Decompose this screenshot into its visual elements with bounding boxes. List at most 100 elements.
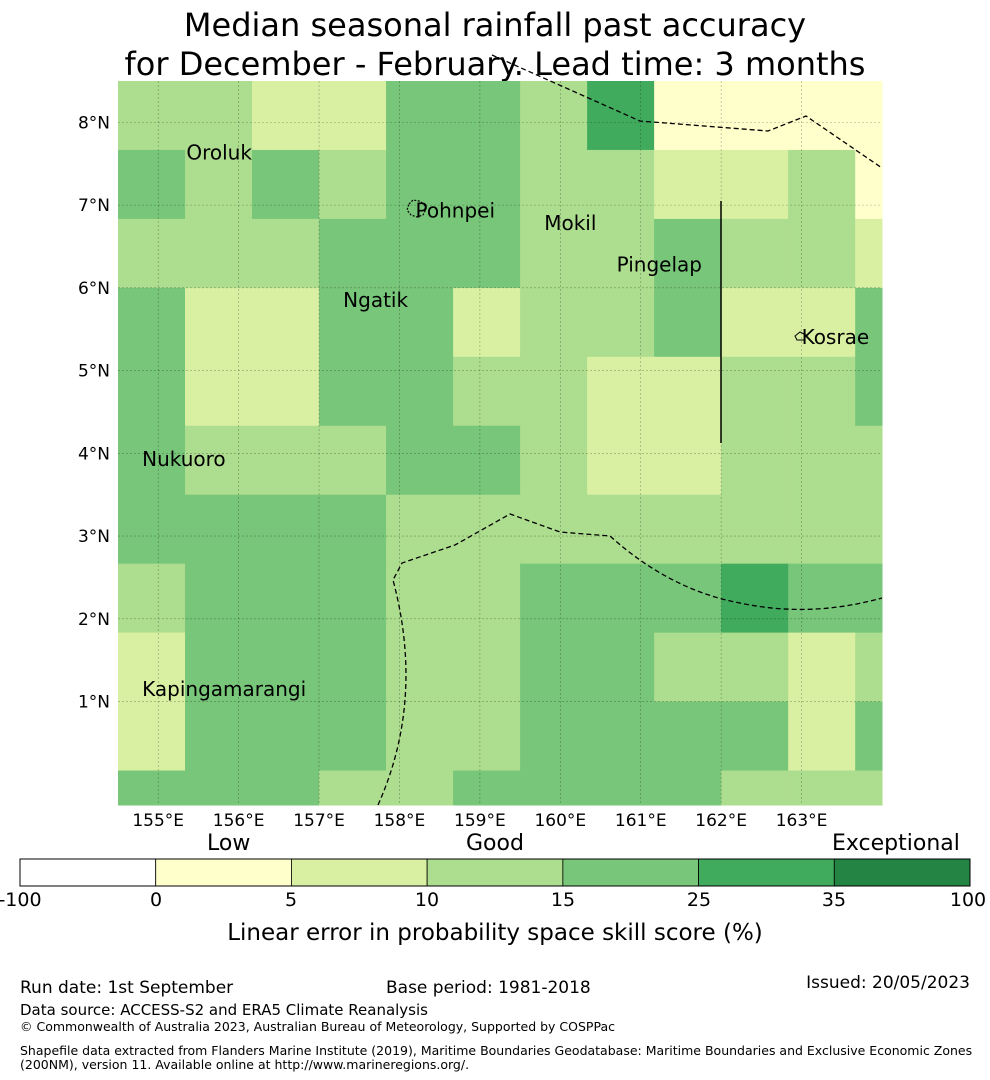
grid-cell (386, 218, 454, 289)
colorbar-label: Linear error in probability space skill … (227, 920, 763, 946)
grid-cell (319, 632, 387, 703)
grid-cell (252, 81, 320, 151)
grid-cell (654, 287, 722, 358)
grid-cell (587, 494, 655, 565)
colorbar-swatch (155, 858, 292, 887)
data-source: Data source: ACCESS-S2 and ERA5 Climate … (20, 1001, 428, 1019)
grid-cell (319, 701, 387, 772)
grid-cell (788, 701, 856, 772)
grid-cell (855, 425, 883, 496)
grid-cell (721, 701, 789, 772)
grid-cell (520, 494, 588, 565)
grid-cell (520, 149, 588, 220)
colorbar-swatch (291, 858, 428, 887)
grid-cell (453, 425, 521, 496)
grid-cell (654, 494, 722, 565)
colorbar-swatch (833, 858, 971, 887)
lat-tick-label: 8°N (78, 113, 110, 133)
grid-cell (185, 632, 253, 703)
grid-cell (453, 770, 521, 806)
grid-cell (654, 81, 722, 151)
colorbar-tick: 10 (414, 889, 440, 911)
grid-cell (118, 287, 186, 358)
lat-tick-label: 1°N (78, 693, 110, 713)
grid-cell (118, 81, 186, 151)
grid-cell (654, 770, 722, 806)
grid-cell (587, 425, 655, 496)
grid-cell (788, 563, 856, 634)
grid-cell (721, 81, 789, 151)
chart-title-line-1: Median seasonal rainfall past accuracy (183, 6, 807, 44)
grid-cell (252, 770, 320, 806)
grid-cell (185, 287, 253, 358)
colorbar-category-good: Good (466, 831, 524, 856)
place-label: Pingelap (617, 252, 702, 276)
grid-cell (587, 218, 655, 289)
grid-cell (721, 356, 789, 427)
grid-cell (319, 770, 387, 806)
grid-cell (118, 494, 186, 565)
grid-cell (185, 770, 253, 806)
grid-cell (721, 425, 789, 496)
colorbar-swatch (19, 858, 157, 887)
grid-cell (587, 287, 655, 358)
grid-cell (319, 494, 387, 565)
lat-tick-label: 3°N (78, 527, 110, 547)
grid-cell (386, 770, 454, 806)
grid-cell (386, 701, 454, 772)
grid-cell (721, 563, 789, 634)
grid-cell (855, 563, 883, 634)
colorbar-tick: 15 (550, 889, 576, 911)
lon-tick-label: 163°E (776, 811, 828, 831)
colorbar-tick: -100 (0, 889, 42, 911)
grid-cell (654, 218, 722, 289)
colorbar-tick: 5 (284, 889, 298, 911)
grid-cell (319, 149, 387, 220)
lat-tick-label: 4°N (78, 444, 110, 464)
grid-cell (185, 81, 253, 151)
eez-boundary-south (377, 513, 883, 806)
grid-cell (118, 632, 186, 703)
grid-cell (654, 701, 722, 772)
grid-cell (654, 632, 722, 703)
eez-boundaries (377, 54, 883, 806)
grid-cell (453, 149, 521, 220)
grid-cell (520, 81, 588, 151)
grid-cell (118, 218, 186, 289)
lon-tick-label: 159°E (454, 811, 506, 831)
grid-cell (788, 356, 856, 427)
grid-cell (654, 149, 722, 220)
grid-cell (453, 701, 521, 772)
place-label: Ngatik (343, 288, 408, 312)
colorbar-tick: 35 (821, 889, 847, 911)
colorbar-category-low: Low (207, 831, 251, 856)
grid-cell (252, 356, 320, 427)
grid-cell (252, 149, 320, 220)
grid-cell (520, 632, 588, 703)
place-label: Oroluk (186, 141, 252, 165)
grid-cell (453, 218, 521, 289)
grid-cell (855, 149, 883, 220)
lon-tick-label: 158°E (374, 811, 426, 831)
grid-cell (520, 701, 588, 772)
grid-cell (855, 770, 883, 806)
grid-cell (721, 494, 789, 565)
grid-cell (520, 563, 588, 634)
grid-cell (721, 287, 789, 358)
grid-cell (788, 494, 856, 565)
grid-cell (118, 770, 186, 806)
grid-cell (520, 356, 588, 427)
grid-cell (185, 563, 253, 634)
grid-cell (185, 149, 253, 220)
grid-cell (252, 563, 320, 634)
grid-cell (319, 356, 387, 427)
grid-cell (118, 356, 186, 427)
place-label: Pohnpei (416, 199, 496, 223)
colorbar-tick: 0 (149, 889, 163, 911)
grid-cell (319, 287, 387, 358)
grid-cell (788, 770, 856, 806)
colorbar-frame (19, 858, 971, 887)
copyright-notice: © Commonwealth of Australia 2023, Austra… (20, 1019, 615, 1034)
place-label: Kosrae (802, 325, 870, 349)
